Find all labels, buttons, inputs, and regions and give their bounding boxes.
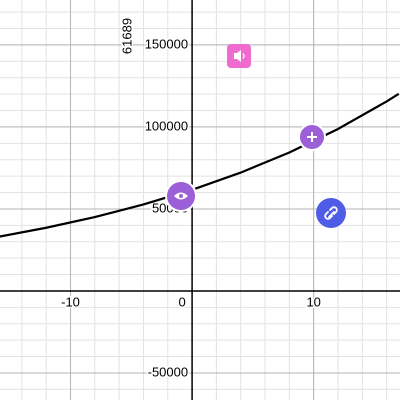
eye-pupil [179,194,183,198]
sound-button[interactable] [227,44,251,68]
annotation: 61689 [119,18,134,54]
x-tick-label: 10 [306,294,320,309]
button-circle [316,198,346,228]
link-button[interactable] [316,198,346,228]
plus-icon [307,132,317,142]
y-tick-label: -50000 [148,364,188,379]
x-tick-label: 0 [178,294,185,309]
x-tick-label: -10 [61,294,80,309]
visibility-button[interactable] [165,180,197,212]
y-tick-label: 100000 [145,118,188,133]
y-tick-label: 150000 [145,36,188,51]
curve [0,92,400,238]
link-icon [324,206,338,220]
add-point-button[interactable] [298,123,326,151]
